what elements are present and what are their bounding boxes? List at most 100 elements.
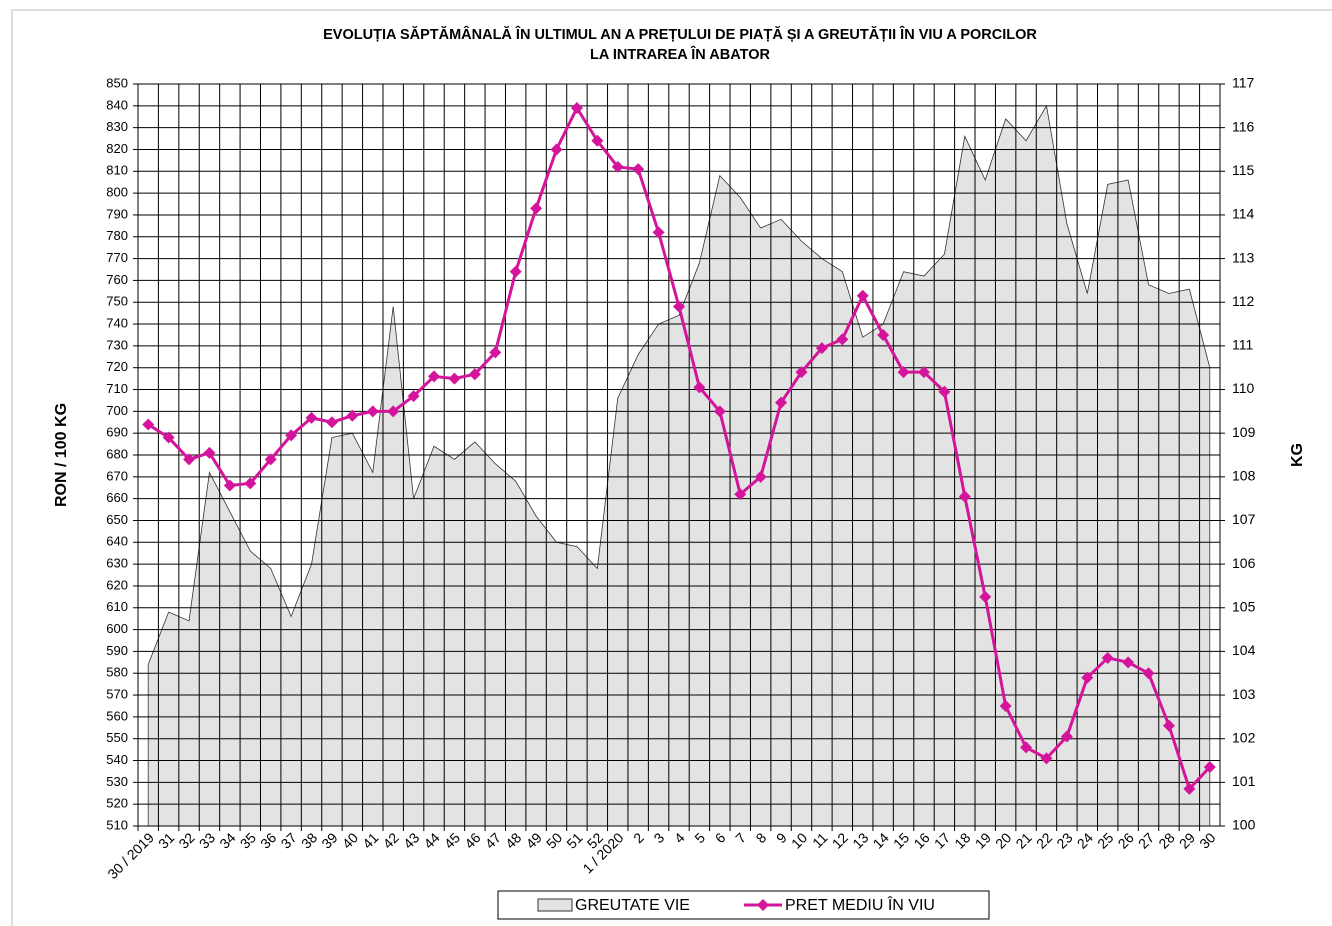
- marker: [1040, 752, 1053, 765]
- marker: [448, 372, 461, 385]
- marker: [183, 453, 196, 466]
- y2-tick-label: 101: [1232, 773, 1256, 789]
- y-tick-label: 530: [106, 774, 128, 789]
- marker: [489, 346, 502, 359]
- y-tick-label: 730: [106, 337, 128, 352]
- marker: [550, 143, 563, 156]
- y2-tick-label: 102: [1232, 729, 1256, 745]
- y-tick-label: 740: [106, 315, 128, 330]
- marker: [346, 409, 359, 422]
- x-tick-label: 10: [788, 829, 810, 851]
- y-tick-label: 580: [106, 665, 128, 680]
- y-tick-label: 830: [106, 119, 128, 134]
- legend: [497, 890, 990, 920]
- marker: [1162, 719, 1175, 732]
- chart-frame: [11, 9, 1332, 926]
- y2-tick-label: 116: [1232, 118, 1255, 134]
- y-tick-label: 570: [106, 686, 128, 701]
- y2-tick-label: 111: [1232, 337, 1253, 353]
- marker: [1122, 656, 1135, 669]
- y-tick-label: 820: [106, 141, 128, 156]
- marker: [1081, 671, 1094, 684]
- y2-tick-label: 103: [1232, 686, 1256, 702]
- y-tick-label: 610: [106, 599, 128, 614]
- y-tick-label: 810: [106, 163, 128, 178]
- y-tick-label: 780: [106, 228, 128, 243]
- marker: [632, 163, 645, 176]
- y-tick-label: 790: [106, 206, 128, 221]
- y-tick-label: 770: [106, 250, 128, 265]
- marker: [611, 160, 624, 173]
- marker: [734, 488, 747, 501]
- y2-tick-label: 104: [1232, 642, 1256, 658]
- legend-label: PRET MEDIU ÎN VIU: [785, 895, 935, 914]
- legend-label: GREUTATE VIE: [575, 897, 690, 914]
- marker: [673, 300, 685, 313]
- y-tick-label: 640: [106, 534, 128, 549]
- y-tick-label: 840: [106, 97, 128, 112]
- marker: [387, 405, 400, 418]
- marker: [856, 289, 869, 302]
- y-tick-label: 510: [106, 817, 128, 832]
- y2-tick-label: 112: [1232, 293, 1255, 309]
- y-tick-label: 710: [106, 381, 128, 396]
- y-tick-label: 590: [106, 643, 128, 658]
- chart-title: LA INTRAREA ÎN ABATOR: [590, 45, 770, 63]
- y-tick-label: 760: [106, 272, 128, 287]
- marker: [877, 328, 890, 341]
- y-tick-label: 620: [106, 577, 128, 592]
- marker: [305, 411, 318, 424]
- marker: [1142, 667, 1155, 680]
- x-tick-label: 11: [809, 829, 831, 851]
- marker: [917, 366, 930, 379]
- marker: [713, 405, 726, 418]
- y2-tick-label: 100: [1232, 817, 1256, 833]
- y2-tick-label: 107: [1232, 511, 1256, 527]
- marker: [264, 453, 277, 466]
- x-tick-label: 4: [671, 829, 688, 846]
- marker: [1183, 782, 1196, 795]
- chart-title: EVOLUȚIA SĂPTĂMÂNALĂ ÎN ULTIMUL AN A PRE…: [323, 25, 1037, 43]
- y-tick-label: 680: [106, 446, 128, 461]
- marker: [999, 699, 1012, 712]
- x-tick-label: 30: [1196, 829, 1218, 851]
- legend-swatch: [757, 899, 769, 911]
- marker: [1060, 730, 1073, 743]
- legend-swatch: [537, 898, 573, 912]
- y-tick-label: 660: [106, 490, 128, 505]
- x-tick-label: 3: [650, 829, 667, 846]
- y-tick-label: 690: [106, 425, 128, 440]
- y2-tick-label: 115: [1232, 162, 1255, 178]
- y-axis-title: RON / 100 KG: [53, 403, 70, 507]
- marker: [407, 390, 420, 403]
- marker: [836, 333, 849, 346]
- marker: [223, 479, 236, 492]
- y-tick-label: 720: [106, 359, 128, 374]
- y2-axis-title: KG: [1289, 443, 1306, 467]
- marker: [979, 590, 992, 603]
- marker: [897, 366, 910, 379]
- marker: [468, 368, 481, 381]
- y-tick-label: 850: [106, 75, 128, 90]
- x-tick-label: 8: [753, 829, 770, 846]
- x-tick-label: 30 / 2019: [104, 829, 157, 882]
- y2-tick-label: 106: [1232, 555, 1256, 571]
- y-tick-label: 600: [106, 621, 128, 636]
- marker: [591, 134, 604, 147]
- marker: [366, 405, 379, 418]
- marker: [1101, 651, 1114, 664]
- y-tick-label: 750: [106, 294, 128, 309]
- y2-tick-label: 105: [1232, 598, 1256, 614]
- marker: [795, 366, 808, 379]
- marker: [1203, 761, 1216, 774]
- y-tick-label: 650: [106, 512, 128, 527]
- y2-tick-label: 113: [1232, 249, 1255, 265]
- y-tick-label: 520: [106, 796, 128, 811]
- y2-tick-label: 110: [1232, 380, 1255, 396]
- marker: [652, 226, 665, 239]
- marker: [775, 396, 788, 409]
- y-tick-label: 700: [106, 403, 128, 418]
- marker: [1020, 741, 1033, 754]
- y2-tick-label: 114: [1232, 206, 1255, 222]
